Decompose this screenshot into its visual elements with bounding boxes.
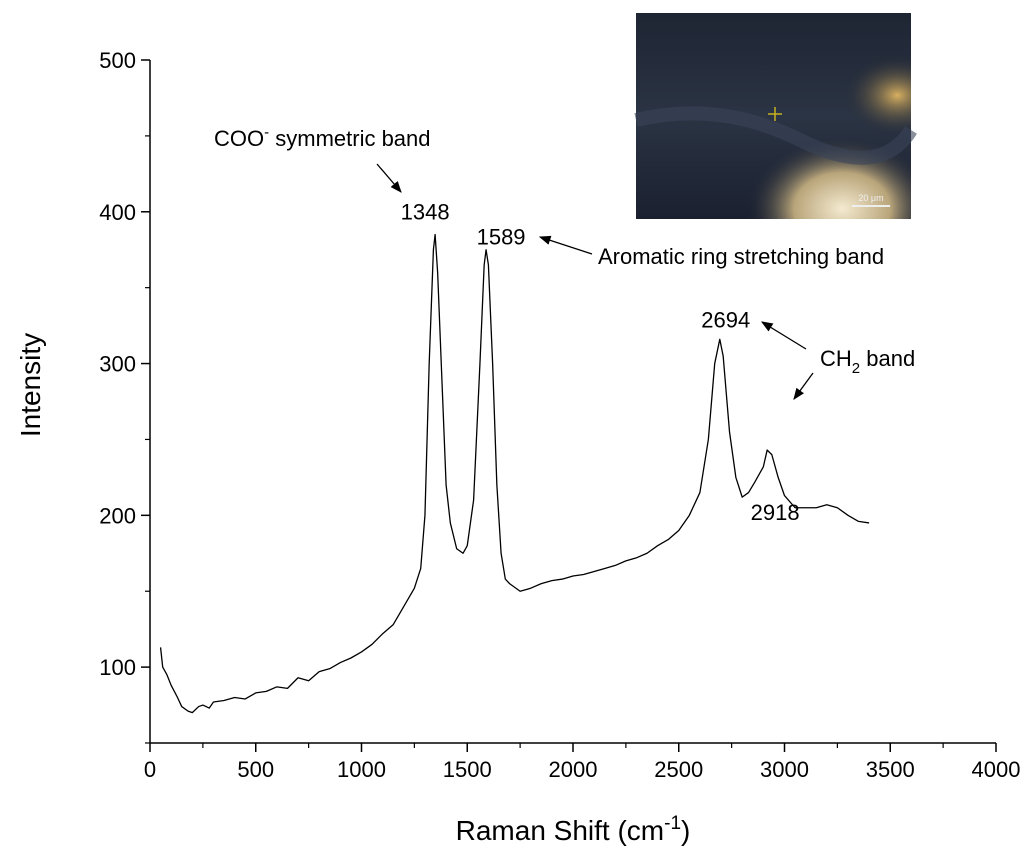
- inset-image: [634, 13, 917, 219]
- x-tick-label: 3500: [866, 757, 915, 782]
- y-tick-label: 500: [99, 48, 136, 73]
- x-tick-label: 2000: [549, 757, 598, 782]
- peak-label: 1348: [401, 200, 450, 225]
- y-axis-title: Intensity: [15, 333, 46, 437]
- x-axis-title: Raman Shift (cm-1): [456, 813, 691, 846]
- spectrum-line: [159, 233, 870, 714]
- x-tick-label: 1000: [337, 757, 386, 782]
- annotation: COO- symmetric band: [214, 124, 431, 151]
- y-tick-label: 200: [99, 503, 136, 528]
- peak-label: 2694: [701, 307, 750, 332]
- x-tick-label: 500: [237, 757, 274, 782]
- x-tick-label: 3000: [760, 757, 809, 782]
- peak-label: 1589: [477, 225, 526, 250]
- y-tick-label: 400: [99, 200, 136, 225]
- annotation-arrows: [376, 163, 814, 400]
- x-tick-label: 4000: [972, 757, 1021, 782]
- annotation: CH2 band: [820, 346, 915, 377]
- y-tick-label: 300: [99, 352, 136, 377]
- y-tick-label: 100: [99, 655, 136, 680]
- peak-label: 2918: [751, 500, 800, 525]
- x-tick-label: 1500: [443, 757, 492, 782]
- annotation: Aromatic ring stretching band: [598, 244, 884, 269]
- x-tick-label: 2500: [654, 757, 703, 782]
- x-tick-label: 0: [144, 757, 156, 782]
- inset-scale: 20 μm: [858, 193, 883, 203]
